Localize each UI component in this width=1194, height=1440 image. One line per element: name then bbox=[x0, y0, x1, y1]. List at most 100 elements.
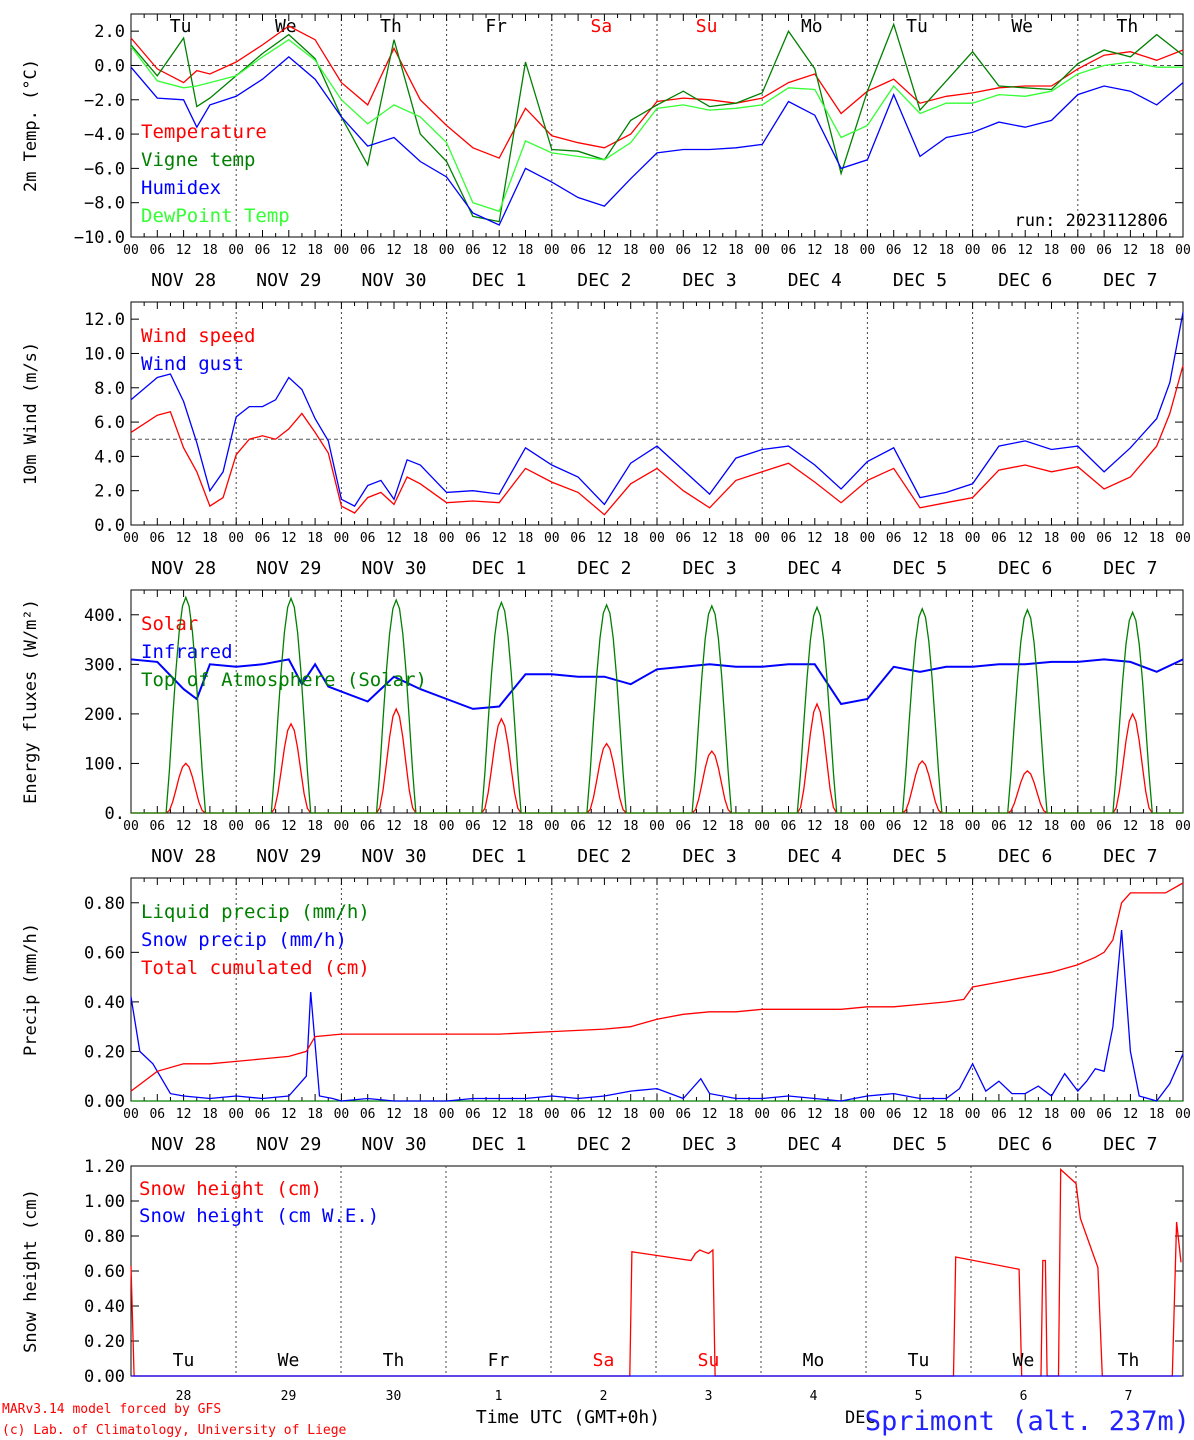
x-hour-label: 12 bbox=[1017, 243, 1033, 258]
y-tick-label: 0.20 bbox=[84, 1042, 125, 1062]
x-hour-label: 18 bbox=[518, 531, 534, 546]
x-date-label: DEC 3 bbox=[683, 1134, 737, 1155]
x-hour-label: 00 bbox=[965, 243, 981, 258]
x-hour-label: 06 bbox=[991, 531, 1007, 546]
x-hour-label: 06 bbox=[781, 1107, 797, 1122]
x-hour-label: 18 bbox=[307, 531, 323, 546]
x-date-label: DEC 1 bbox=[472, 846, 526, 867]
x-date-label: NOV 28 bbox=[151, 558, 216, 579]
x-date-label: DEC 2 bbox=[577, 270, 631, 291]
x-hour-label: 06 bbox=[255, 819, 271, 834]
legend-entry: DewPoint Temp bbox=[141, 205, 290, 227]
weekday-label: Su bbox=[698, 1350, 720, 1371]
y-tick-label: 0.00 bbox=[84, 1367, 125, 1387]
x-date-label: NOV 30 bbox=[361, 846, 426, 867]
x-hour-label: 06 bbox=[781, 531, 797, 546]
x-hour-label: 00 bbox=[334, 243, 350, 258]
x-hour-label: 12 bbox=[597, 243, 613, 258]
x-hour-label: 00 bbox=[228, 1107, 244, 1122]
series-line-total-cumulated-cm- bbox=[130, 882, 1184, 1092]
x-hour-label: 12 bbox=[281, 1107, 297, 1122]
x-hour-label: 00 bbox=[439, 1107, 455, 1122]
y-tick-label: 4.0 bbox=[94, 447, 125, 467]
x-hour-label: 12 bbox=[1123, 531, 1139, 546]
weekday-label: We bbox=[1013, 1350, 1035, 1371]
x-hour-label: 06 bbox=[781, 243, 797, 258]
x-hour-label: 00 bbox=[544, 531, 560, 546]
x-hour-label: 18 bbox=[202, 531, 218, 546]
x-date-label: NOV 30 bbox=[361, 270, 426, 291]
x-hour-label: 12 bbox=[807, 531, 823, 546]
x-hour-label: 12 bbox=[597, 531, 613, 546]
x-date-label: DEC 6 bbox=[998, 846, 1052, 867]
y-tick-label: 12.0 bbox=[84, 310, 125, 330]
x-date-label: DEC 7 bbox=[1103, 270, 1157, 291]
x-hour-label: 00 bbox=[228, 819, 244, 834]
y-tick-label: 1.20 bbox=[84, 1157, 125, 1177]
x-hour-label: 18 bbox=[938, 819, 954, 834]
legend-entry: Liquid precip (mm/h) bbox=[141, 901, 370, 923]
x-day-number: 3 bbox=[705, 1389, 713, 1404]
x-hour-label: 18 bbox=[623, 819, 639, 834]
x-hour-label: 12 bbox=[702, 531, 718, 546]
weekday-label: Sa bbox=[593, 1350, 615, 1371]
x-hour-label: 12 bbox=[491, 1107, 507, 1122]
series-line-temperature bbox=[130, 25, 1184, 159]
y-tick-label: −4.0 bbox=[84, 125, 125, 145]
x-hour-label: 12 bbox=[176, 243, 192, 258]
x-hour-label: 06 bbox=[360, 1107, 376, 1122]
y-tick-label: −6.0 bbox=[84, 159, 125, 179]
x-hour-label: 12 bbox=[281, 531, 297, 546]
x-hour-label: 06 bbox=[255, 531, 271, 546]
credit-line-2: (c) Lab. of Climatology, University of L… bbox=[2, 1423, 347, 1438]
legend-entry: Snow height (cm) bbox=[139, 1178, 322, 1200]
y-axis-label: Precip (mm/h) bbox=[21, 923, 41, 1056]
weekday-label: Tu bbox=[908, 1350, 930, 1371]
x-hour-label: 18 bbox=[412, 531, 428, 546]
x-hour-label: 06 bbox=[1096, 819, 1112, 834]
series-line-wind-speed bbox=[130, 365, 1184, 516]
x-hour-label: 00 bbox=[1175, 1107, 1191, 1122]
x-hour-label: 00 bbox=[544, 243, 560, 258]
station-label: Sprimont (alt. 237m) bbox=[865, 1406, 1190, 1437]
series-line-dewpoint-temp bbox=[130, 38, 1183, 213]
y-tick-label: 1.00 bbox=[84, 1192, 125, 1212]
x-hour-label: 12 bbox=[386, 243, 402, 258]
x-hour-label: 00 bbox=[649, 243, 665, 258]
x-hour-label: 06 bbox=[991, 1107, 1007, 1122]
x-hour-label: 00 bbox=[1175, 531, 1191, 546]
y-axis-label: Energy fluxes (W/m²) bbox=[21, 599, 41, 804]
x-hour-label: 06 bbox=[149, 819, 165, 834]
x-date-label: DEC 3 bbox=[683, 270, 737, 291]
x-hour-label: 06 bbox=[675, 1107, 691, 1122]
x-hour-label: 00 bbox=[439, 531, 455, 546]
x-hour-label: 18 bbox=[307, 243, 323, 258]
x-hour-label: 06 bbox=[465, 531, 481, 546]
x-hour-label: 00 bbox=[544, 819, 560, 834]
weekday-label: Mo bbox=[803, 1350, 825, 1371]
x-hour-label: 18 bbox=[307, 1107, 323, 1122]
x-hour-label: 12 bbox=[912, 819, 928, 834]
x-day-number: 28 bbox=[176, 1389, 192, 1404]
legend-entry: Wind gust bbox=[141, 353, 244, 375]
x-hour-label: 00 bbox=[754, 1107, 770, 1122]
series-line-top-of-atmosphere-solar- bbox=[131, 595, 1183, 814]
legend-entry: Vigne temp bbox=[141, 149, 255, 171]
x-hour-label: 06 bbox=[1096, 531, 1112, 546]
weekday-label: We bbox=[278, 1350, 300, 1371]
x-hour-label: 06 bbox=[991, 243, 1007, 258]
x-hour-label: 00 bbox=[754, 531, 770, 546]
x-hour-label: 00 bbox=[860, 1107, 876, 1122]
y-tick-label: 0.0 bbox=[94, 516, 125, 536]
x-hour-label: 12 bbox=[491, 819, 507, 834]
x-hour-label: 00 bbox=[649, 531, 665, 546]
legend-entry: Humidex bbox=[141, 177, 221, 199]
x-hour-label: 12 bbox=[1123, 243, 1139, 258]
x-hour-label: 18 bbox=[518, 819, 534, 834]
x-hour-label: 12 bbox=[386, 1107, 402, 1122]
x-hour-label: 12 bbox=[807, 1107, 823, 1122]
x-hour-label: 00 bbox=[544, 1107, 560, 1122]
y-tick-label: 0.60 bbox=[84, 943, 125, 963]
legend-entry: Wind speed bbox=[141, 325, 255, 347]
x-hour-label: 00 bbox=[334, 1107, 350, 1122]
